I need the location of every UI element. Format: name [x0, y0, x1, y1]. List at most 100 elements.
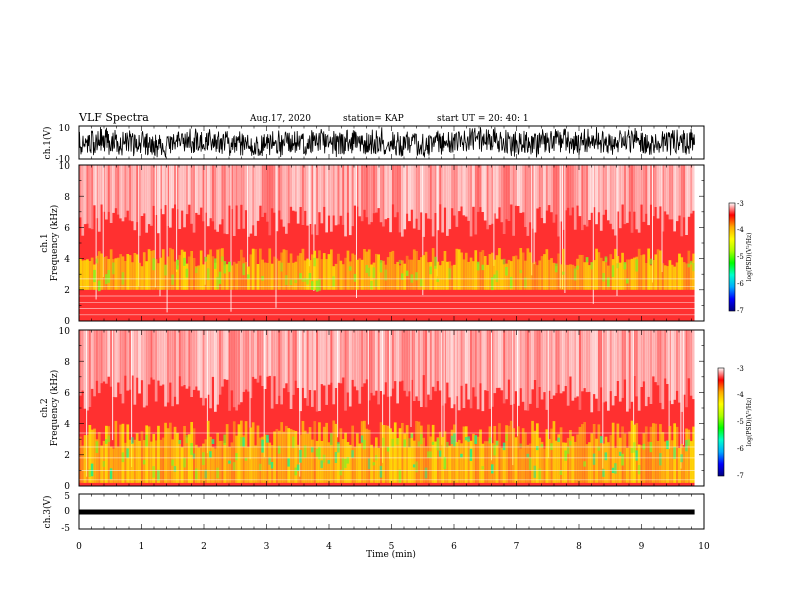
spec2-speckle-column: [372, 330, 376, 396]
spec2-band-column: [275, 429, 279, 483]
spec1-speckle-column: [401, 165, 404, 237]
spec1-band-patch: [493, 274, 497, 279]
spec1-sferic-line: [422, 165, 424, 296]
spec2-speckle-column: [256, 330, 260, 383]
spec2-band-column: [538, 437, 542, 483]
spec2-band-patch: [126, 448, 130, 458]
spec1-speckle-column: [249, 165, 253, 234]
spec1-speckle-column: [573, 165, 577, 230]
spec1-speckle-column: [642, 165, 646, 222]
spec2-band-column: [436, 437, 440, 483]
spec1-band-column: [599, 257, 603, 290]
time-axis-tick-label: 0: [76, 542, 82, 552]
spec2-speckle-column: [254, 330, 257, 379]
ch1-spectrogram-yticks: 0 2 4 6 8 10: [59, 162, 71, 327]
spec2-speckle-column: [512, 330, 515, 404]
spec2-speckle-column: [528, 330, 532, 404]
spec2-band-patch: [270, 462, 274, 469]
spec2-sferic-line: [299, 330, 301, 477]
spec1-speckle-column: [654, 165, 658, 207]
spec1-band-column: [176, 265, 179, 290]
cb1-tick-m3: -3: [737, 200, 744, 208]
spec1-speckle-column: [223, 165, 227, 234]
spec2-speckle-column: [367, 330, 371, 401]
spec2-speckle-column: [647, 330, 650, 397]
spec1-sferic-line: [616, 165, 618, 296]
spec1-band-patch: [434, 256, 437, 269]
spec1-band-column: [187, 256, 191, 290]
spec2-speckle-column: [519, 330, 523, 389]
spec2-band-column: [240, 420, 243, 483]
spec2-band-column: [571, 436, 575, 483]
spec1-band-column: [344, 257, 347, 290]
spec2-band-patch: [642, 443, 646, 450]
spec2-band-patch: [322, 454, 326, 463]
spec2-band-column: [680, 443, 684, 483]
spec1-band-patch: [401, 273, 404, 280]
spec1-speckle-column: [356, 165, 359, 207]
spec2-speckle-column: [663, 330, 667, 379]
spec1-band-column: [417, 260, 421, 290]
spec2-band-patch: [474, 435, 478, 445]
spec2-speckle-column: [126, 330, 130, 391]
spec1-band-column: [81, 260, 85, 290]
spec2-speckle-column: [221, 330, 224, 387]
spec1-band-column: [157, 263, 160, 290]
spec1-speckle-column: [415, 165, 418, 219]
spec2-speckle-column: [187, 330, 191, 387]
spec1-band-column: [159, 257, 163, 290]
spec2-speckle-column: [228, 330, 231, 411]
spec2-speckle-column: [590, 330, 594, 413]
spec2-band-column: [95, 439, 99, 483]
spec1-speckle-column: [505, 165, 508, 220]
spec1-speckle-column: [268, 165, 272, 236]
spec1-band-patch: [604, 256, 608, 263]
spec2-band-patch: [592, 453, 596, 465]
spec1-speckle-column: [626, 165, 629, 223]
spec1-band-column: [370, 264, 373, 290]
spec2-band-column: [592, 424, 596, 483]
spec1-speckle-column: [607, 165, 610, 221]
spec2-band-patch: [327, 460, 331, 464]
spec1-speckle-column: [228, 165, 231, 206]
ch3-ytick-0: 0: [64, 507, 70, 517]
spec1-band-column: [164, 264, 167, 290]
spec2-band-patch: [637, 465, 641, 475]
spec2-sferic-line: [389, 330, 391, 459]
spec2-band-patch: [429, 451, 433, 458]
spec2-band-column: [339, 428, 343, 483]
spec2-band-patch: [294, 467, 298, 476]
time-axis-tick-label: 8: [576, 542, 582, 552]
spec1-speckle-column: [315, 165, 319, 236]
spec2-band-patch: [90, 463, 94, 477]
spec1-speckle-column: [254, 165, 257, 236]
spec1-speckle-column: [133, 165, 137, 231]
spec2-speckle-column: [88, 330, 92, 407]
spec2-band-patch: [244, 457, 248, 461]
spec1-band-column: [358, 258, 362, 290]
spec1-speckle-column: [280, 165, 283, 220]
spec2-band-column: [670, 440, 674, 483]
spec1-band-column: [524, 260, 527, 290]
spec2-band-patch: [464, 437, 468, 441]
spec2-speckle-column: [670, 330, 674, 405]
spec2-band-column: [119, 424, 122, 483]
spec2-band-column: [460, 443, 463, 483]
spec2-band-column: [434, 441, 437, 483]
spec2-band-patch: [292, 436, 295, 449]
spec2-band-column: [474, 444, 478, 483]
spec1-band-column: [583, 262, 586, 290]
spec1-speckle-column: [633, 165, 636, 212]
spec2-speckle-column: [320, 330, 324, 385]
spec1-band-column: [545, 249, 549, 290]
spec2-speckle-column: [685, 330, 688, 408]
spec1-speckle-column: [382, 165, 385, 227]
spec2-speckle-column: [311, 330, 314, 407]
spec1-band-column: [124, 261, 127, 290]
spec2-band-column: [618, 437, 622, 483]
spec2-band-column: [273, 431, 276, 483]
spec1-band-patch: [635, 259, 639, 272]
spec2-band-column: [337, 443, 340, 483]
spec2-band-column: [398, 428, 402, 483]
spec1-band-column: [585, 261, 589, 290]
